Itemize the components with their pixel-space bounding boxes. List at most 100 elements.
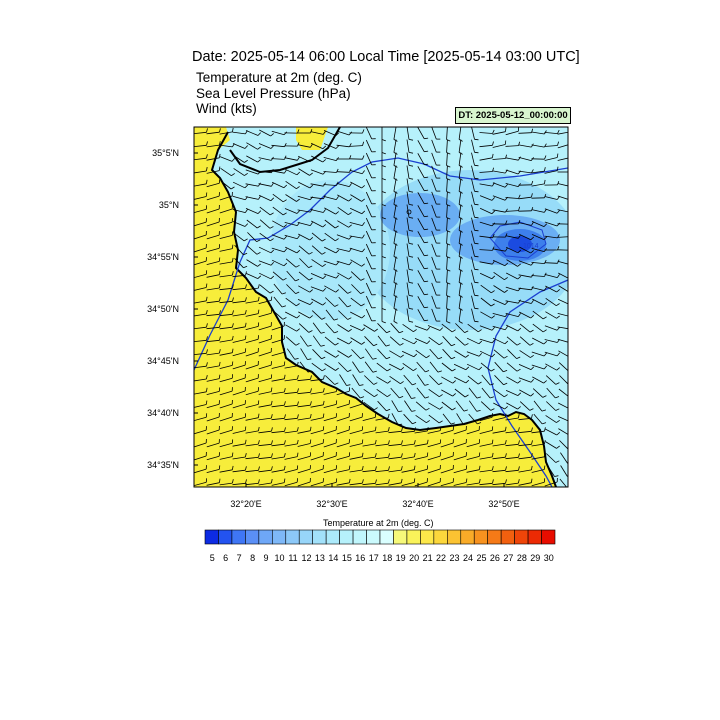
wind-barb <box>297 404 311 408</box>
wind-barb-flag <box>334 342 339 346</box>
wind-barb-flag <box>424 293 429 296</box>
wind-barb-flag <box>295 264 300 268</box>
wind-barb-flag <box>426 327 431 331</box>
wind-barb <box>310 468 324 474</box>
wind-barb-flag <box>504 394 508 398</box>
wind-barb-flag <box>336 387 338 392</box>
colorbar-swatch <box>339 529 354 545</box>
wind-barb-flag <box>544 427 546 432</box>
wind-barb <box>271 404 285 408</box>
wind-barb-flag <box>348 276 352 280</box>
wind-barb-flag <box>474 255 479 258</box>
wind-barb <box>431 243 437 257</box>
wind-barb-flag <box>426 355 430 359</box>
wind-barb-flag <box>348 341 353 345</box>
wind-barb <box>272 220 284 228</box>
wind-barb <box>350 297 362 307</box>
wind-barb <box>479 338 493 344</box>
wind-barb-flag <box>424 241 429 244</box>
wind-barb <box>376 362 388 372</box>
wind-barb-flag <box>270 145 274 149</box>
wind-barb <box>258 338 272 344</box>
wind-barb <box>258 312 272 318</box>
wind-barb <box>518 196 532 200</box>
wind-barb <box>377 335 387 347</box>
wind-barb <box>492 443 506 447</box>
wind-barb <box>453 363 467 371</box>
wind-barb-flag <box>323 388 325 393</box>
wind-barb-flag <box>571 221 573 225</box>
wind-barb-flag <box>381 243 386 246</box>
wind-barb <box>232 221 246 227</box>
wind-barb <box>479 132 493 134</box>
wind-barb-flag <box>464 394 469 398</box>
wind-barb <box>245 430 259 434</box>
wind-barb <box>544 208 558 214</box>
lat-tick-label: 34°50'N <box>147 304 179 314</box>
wind-barb-flag <box>308 265 313 268</box>
wind-barb <box>404 400 412 412</box>
wind-barb-flag <box>362 141 365 146</box>
wind-barb <box>545 415 557 423</box>
wind-barb-flag <box>322 263 326 267</box>
wind-barb-flag <box>244 184 249 189</box>
wind-barb-flag <box>348 183 352 187</box>
wind-barb <box>272 271 284 281</box>
wind-barb-flag <box>516 356 521 359</box>
wind-barb <box>431 204 437 218</box>
wind-barb-flag <box>362 452 364 457</box>
wind-barb <box>458 269 462 283</box>
wind-barb-flag <box>334 225 339 229</box>
wind-barb <box>311 310 323 320</box>
wind-barb-flag <box>322 224 326 228</box>
wind-barb-flag <box>570 419 573 422</box>
wind-barb <box>415 349 427 359</box>
wind-barb <box>364 348 374 360</box>
wind-barb <box>494 375 504 385</box>
colorbar-swatch <box>312 529 327 545</box>
wind-barb <box>206 416 220 422</box>
wind-barb-flag <box>570 340 572 343</box>
wind-barb-flag <box>270 238 274 242</box>
wind-barb-flag <box>388 453 390 458</box>
wind-barb-flag <box>335 354 339 358</box>
wind-barb-flag <box>504 262 509 266</box>
wind-barb <box>323 196 337 200</box>
wind-barb <box>323 273 337 279</box>
wind-barb <box>337 220 349 228</box>
wind-barb <box>194 326 207 330</box>
wind-barb <box>336 469 350 473</box>
wind-barb <box>428 414 440 424</box>
colorbar-label: 24 <box>462 553 474 563</box>
wind-barb-flag <box>556 352 561 357</box>
wind-barb-flag <box>569 395 573 397</box>
wind-barb <box>545 311 557 319</box>
wind-barb <box>245 404 259 408</box>
wind-barb <box>349 222 363 226</box>
wind-barb <box>194 391 207 395</box>
colorbar-swatch <box>285 529 300 545</box>
wind-barb <box>431 191 437 205</box>
wind-barb <box>417 231 425 243</box>
wind-barb <box>458 230 462 244</box>
wind-barb <box>455 323 465 333</box>
wind-barb-flag <box>348 224 352 228</box>
wind-barb-flag <box>231 173 235 177</box>
wind-barb-flag <box>381 178 386 181</box>
wind-barb-flag <box>269 290 274 294</box>
wind-barb <box>458 127 462 140</box>
wind-barb <box>466 351 480 357</box>
low-pressure-center <box>508 236 532 252</box>
wind-barb-flag <box>349 478 351 483</box>
wind-barb-flag <box>569 448 573 450</box>
colorbar-label: 23 <box>449 553 460 563</box>
wind-barb <box>388 482 402 486</box>
wind-barb <box>471 230 475 244</box>
colorbar-swatch <box>433 529 448 545</box>
wind-barb <box>466 429 480 435</box>
wind-barb-flag <box>373 382 378 385</box>
wind-barb <box>429 375 439 385</box>
colorbar-label: 19 <box>395 553 406 563</box>
wind-barb <box>271 130 285 136</box>
wind-barb <box>194 404 207 408</box>
